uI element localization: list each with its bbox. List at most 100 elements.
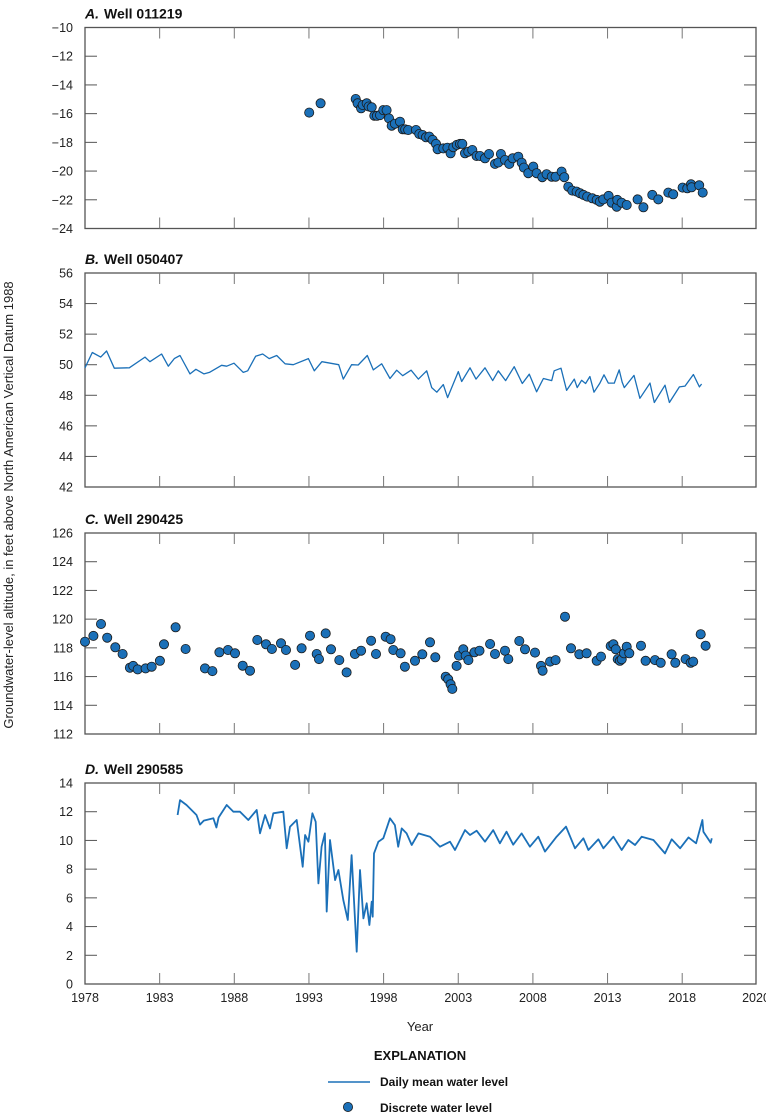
panel-letter: D. xyxy=(85,761,99,777)
discrete-water-level-point xyxy=(146,661,157,672)
panel-well-name: Well 290425 xyxy=(104,511,183,527)
discrete-water-level-point xyxy=(252,635,263,646)
discrete-water-level-point xyxy=(655,657,666,668)
daily-mean-water-level-line xyxy=(84,350,703,404)
discrete-water-level-point xyxy=(315,98,326,109)
discrete-water-level-point xyxy=(158,639,169,650)
discrete-water-level-point xyxy=(102,632,113,643)
discrete-water-level-point xyxy=(214,647,225,658)
y-tick-label: 112 xyxy=(53,728,73,742)
panel-c: C. Well 290425 112 114 116 118 120 122 124 126 xyxy=(52,511,757,742)
y-tick-label: 126 xyxy=(52,527,73,541)
y-tick-label: 56 xyxy=(59,267,73,281)
y-tick-label: 120 xyxy=(52,613,73,627)
discrete-water-level-point xyxy=(180,644,191,655)
discrete-water-level-point xyxy=(485,639,496,650)
plot-frame xyxy=(84,272,757,488)
discrete-water-level-point xyxy=(266,644,277,655)
y-axis-title: Groundwater-level altitude, in feet abov… xyxy=(1,281,16,728)
y-tick-label: 42 xyxy=(59,481,73,495)
discrete-water-level-point xyxy=(381,105,392,116)
y-tick-label: 124 xyxy=(52,555,73,569)
discrete-water-level-point xyxy=(636,640,647,651)
discrete-water-level-point xyxy=(700,640,711,651)
daily-mean-water-level-line xyxy=(176,799,713,953)
discrete-water-level-point xyxy=(666,649,677,660)
discrete-water-level-point xyxy=(424,637,435,648)
discrete-water-level-point xyxy=(621,199,632,210)
y-tick-label: 6 xyxy=(66,891,73,905)
y-tick-label: 4 xyxy=(66,920,73,934)
discrete-water-level-point xyxy=(304,630,315,641)
y-tick-label: 2 xyxy=(66,949,73,963)
x-tick-label: 2013 xyxy=(594,991,622,1005)
discrete-water-level-point xyxy=(668,189,679,200)
legend-heading: EXPLANATION xyxy=(374,1048,466,1063)
panel-well-name: Well 290585 xyxy=(104,761,183,777)
discrete-water-level-point xyxy=(653,194,664,205)
discrete-water-level-point xyxy=(638,202,649,213)
y-tick-label: −24 xyxy=(52,222,73,236)
x-tick-label: 2008 xyxy=(519,991,547,1005)
legend-label-discrete: Discrete water level xyxy=(380,1101,492,1115)
panel-title: D. Well 290585 xyxy=(85,761,183,777)
discrete-water-level-point xyxy=(632,194,643,205)
discrete-water-level-point xyxy=(550,655,561,666)
discrete-water-level-point xyxy=(409,655,420,666)
legend-label-daily: Daily mean water level xyxy=(380,1075,508,1089)
discrete-water-level-point xyxy=(566,643,577,654)
discrete-water-level-point xyxy=(229,648,240,659)
discrete-water-level-point xyxy=(290,659,301,670)
panel-letter: C. xyxy=(85,511,99,527)
x-tick-label: 1983 xyxy=(146,991,174,1005)
y-tick-label: 50 xyxy=(59,358,73,372)
y-tick-label: 44 xyxy=(59,450,73,464)
panel-title: B. Well 050407 xyxy=(85,251,183,267)
panel-title: A. Well 011219 xyxy=(84,6,183,22)
y-tick-label: 54 xyxy=(59,297,73,311)
discrete-water-level-point xyxy=(370,649,381,660)
panel-letter: B. xyxy=(85,251,99,267)
y-tick-label: 8 xyxy=(66,863,73,877)
y-tick-label: 12 xyxy=(59,805,73,819)
x-tick-label: 1993 xyxy=(295,991,323,1005)
discrete-water-level-point xyxy=(320,628,331,639)
discrete-water-level-point xyxy=(596,651,607,662)
discrete-water-level-point xyxy=(366,635,377,646)
discrete-water-level-point xyxy=(280,645,291,656)
discrete-water-level-point xyxy=(341,667,352,678)
y-tick-label: 122 xyxy=(52,584,73,598)
y-tick-label: −16 xyxy=(52,107,73,121)
plot-frame xyxy=(84,26,757,230)
x-tick-label: 2020 xyxy=(742,991,766,1005)
discrete-water-level-point xyxy=(514,636,525,647)
discrete-water-level-point xyxy=(399,661,410,672)
discrete-water-level-point xyxy=(110,642,121,653)
panel-well-name: Well 011219 xyxy=(104,6,183,22)
discrete-water-level-point xyxy=(489,649,500,660)
discrete-water-level-point xyxy=(463,655,474,666)
y-tick-label: 114 xyxy=(53,699,73,713)
discrete-water-level-point xyxy=(688,656,699,667)
panel-b: B. Well 050407 42 44 46 48 50 52 54 56 xyxy=(59,251,757,495)
discrete-water-level-point xyxy=(88,630,99,641)
x-tick-label: 1988 xyxy=(220,991,248,1005)
plot-frame xyxy=(84,532,757,735)
y-tick-label: 118 xyxy=(53,641,73,655)
discrete-water-level-point xyxy=(640,655,651,666)
discrete-water-level-point xyxy=(275,638,286,649)
discrete-water-level-point xyxy=(395,648,406,659)
discrete-water-level-point xyxy=(244,665,255,676)
plot-frame xyxy=(84,782,757,985)
discrete-water-level-point xyxy=(520,644,531,655)
y-tick-label: −18 xyxy=(52,136,73,150)
panel-a: A. Well 011219 −24 −22 −20 −18 −16 −14 −12 −10 xyxy=(52,6,757,236)
y-tick-label: 46 xyxy=(59,419,73,433)
y-tick-label: −22 xyxy=(52,193,73,207)
x-axis-title: Year xyxy=(407,1019,434,1034)
discrete-water-level-point xyxy=(334,655,345,666)
panel-letter: A. xyxy=(84,6,99,22)
y-tick-label: −10 xyxy=(52,21,73,35)
discrete-water-level-point xyxy=(366,102,377,113)
discrete-water-level-point xyxy=(356,645,367,656)
